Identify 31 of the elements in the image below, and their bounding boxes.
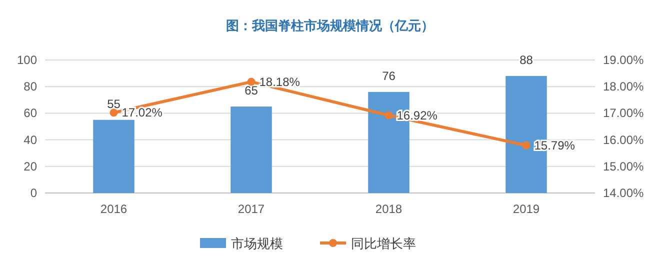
y-tick-label: 100 xyxy=(16,53,38,67)
point xyxy=(522,141,530,150)
data-label: 55 xyxy=(107,96,121,111)
y2-tick-label: 14.00% xyxy=(603,186,644,200)
x-tick-label: 2017 xyxy=(238,202,265,216)
y-tick-label: 0 xyxy=(30,186,38,200)
data-label: 17.02% xyxy=(122,106,163,120)
chart-title: 图：我国脊柱市场规模情况（亿元） xyxy=(226,18,434,33)
y-tick-label: 60 xyxy=(24,106,38,120)
y2-tick-label: 19.00% xyxy=(603,53,644,67)
legend-label: 市场规模 xyxy=(231,236,283,251)
x-tick-label: 2016 xyxy=(100,202,128,216)
data-label: 65 xyxy=(244,84,258,98)
data-label: 76 xyxy=(382,68,396,83)
point xyxy=(384,111,393,120)
y-tick-label: 80 xyxy=(24,80,38,94)
y2-tick-label: 18.00% xyxy=(603,80,644,94)
x-tick-label: 2018 xyxy=(375,202,402,216)
point xyxy=(247,78,256,86)
bar xyxy=(230,106,272,193)
y2-tick-label: 16.00% xyxy=(603,132,644,147)
y-tick-label: 40 xyxy=(24,132,38,147)
data-label: 18.18% xyxy=(259,74,300,89)
y2-tick-label: 17.00% xyxy=(603,106,644,120)
x-tick-label: 2019 xyxy=(512,202,540,216)
y-tick-label: 20 xyxy=(24,159,38,174)
point xyxy=(110,108,118,117)
y2-tick-label: 15.00% xyxy=(603,159,644,174)
data-label: 88 xyxy=(520,52,534,67)
bar xyxy=(93,120,134,193)
legend-label: 同比增长率 xyxy=(351,236,416,251)
